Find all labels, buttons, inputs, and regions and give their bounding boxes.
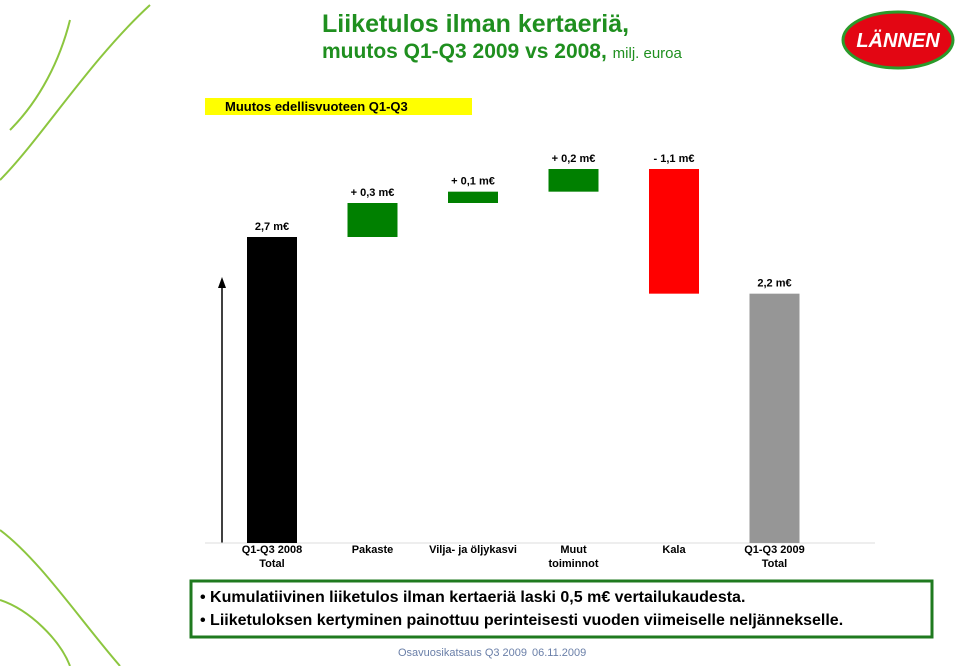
bar xyxy=(548,169,599,192)
logo-text: LÄNNEN xyxy=(856,29,940,52)
x-tick-label: Vilja- ja öljykasvi xyxy=(429,544,517,556)
bullet: Liiketuloksen kertyminen painottuu perin… xyxy=(200,612,843,630)
value-label: + 0,2 m€ xyxy=(552,153,596,165)
chart-title: Muutos edellisvuoteen Q1-Q3 xyxy=(225,99,408,114)
slide-title: Liiketulos ilman kertaeriä, xyxy=(322,10,630,38)
footer-right: 06.11.2009 xyxy=(532,647,587,659)
value-label: + 0,1 m€ xyxy=(451,176,495,188)
chart-title-box xyxy=(205,98,472,115)
subtitle-text: muutos Q1-Q3 2009 vs 2008, xyxy=(322,40,607,63)
logo-badge xyxy=(841,10,955,70)
bar xyxy=(247,237,297,543)
x-tick-label: Muut toiminnot xyxy=(548,544,599,570)
x-tick-label: Pakaste xyxy=(351,544,394,556)
bar xyxy=(649,169,699,294)
x-tick-label: Kala xyxy=(662,544,686,556)
bar xyxy=(448,191,498,203)
footer-left: Osavuosikatsaus Q3 2009 xyxy=(398,647,528,659)
value-label: - 1,1 m€ xyxy=(654,153,695,165)
bullet-box xyxy=(189,579,934,639)
value-label: 2,7 m€ xyxy=(255,221,289,233)
bar xyxy=(749,293,800,543)
y-axis-arrow xyxy=(218,277,226,288)
bullet: Kumulatiivinen liiketulos ilman kertaeri… xyxy=(200,589,745,607)
value-label: + 0,3 m€ xyxy=(351,187,395,199)
slide-subtitle: muutos Q1-Q3 2009 vs 2008, milj. euroa xyxy=(322,40,682,64)
x-tick-label: Q1-Q3 2009 Total xyxy=(744,544,805,570)
decor-leaves xyxy=(0,4,151,666)
x-tick-label: Q1-Q3 2008 Total xyxy=(241,544,303,570)
value-label: 2,2 m€ xyxy=(757,278,791,290)
unit: milj. euroa xyxy=(612,45,682,62)
bar xyxy=(347,203,398,237)
